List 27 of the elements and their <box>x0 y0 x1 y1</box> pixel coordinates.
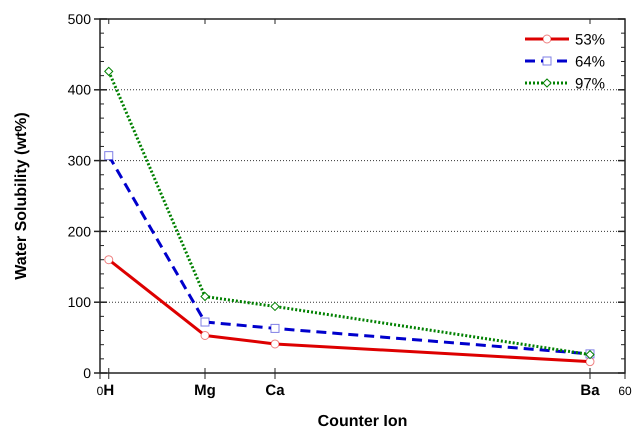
x-axis-title: Counter Ion <box>318 413 408 430</box>
x-tick-label: 60 <box>618 384 632 398</box>
x-tick-label: 0 <box>96 384 104 398</box>
y-axis-title: Water Solubility (wt%) <box>13 112 30 280</box>
x-tick-label: Ba <box>580 382 600 399</box>
y-tick-label: 100 <box>68 294 92 310</box>
x-tick-label: H <box>103 382 114 399</box>
legend-label: 64% <box>575 53 606 70</box>
point <box>104 66 114 76</box>
y-tick-label: 300 <box>68 152 92 168</box>
y-tick-label: 0 <box>83 364 92 381</box>
point <box>270 339 280 348</box>
point <box>270 302 280 311</box>
y-tick-label: 500 <box>68 10 92 27</box>
legend-label: 53% <box>575 31 606 48</box>
y-tick-label: 400 <box>68 82 92 98</box>
point <box>586 357 594 366</box>
x-tick-label: Mg <box>194 382 216 399</box>
point <box>200 292 210 302</box>
legend-label: 97% <box>575 75 606 92</box>
point <box>200 318 210 327</box>
point <box>104 255 114 264</box>
point <box>270 324 280 333</box>
point <box>200 330 210 340</box>
point <box>104 151 114 160</box>
x-tick-label: Ca <box>265 382 286 399</box>
y-tick-label: 200 <box>68 223 92 240</box>
